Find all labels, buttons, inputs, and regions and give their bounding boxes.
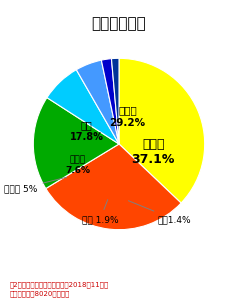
- Text: 29.2%: 29.2%: [109, 118, 146, 128]
- Text: 破折: 破折: [81, 120, 92, 130]
- Text: 公益社団法人8020推進財団: 公益社団法人8020推進財団: [10, 290, 70, 297]
- Wedge shape: [47, 70, 119, 144]
- Text: その他: その他: [70, 155, 86, 164]
- Title: 歯を失う原因: 歯を失う原因: [92, 16, 146, 32]
- Text: むし歯: むし歯: [118, 105, 137, 115]
- Wedge shape: [76, 60, 119, 144]
- Text: 歯周病: 歯周病: [142, 137, 164, 151]
- Wedge shape: [101, 59, 119, 144]
- Text: 矯正 1.9%: 矯正 1.9%: [82, 200, 119, 224]
- Text: 埋伏歯 5%: 埋伏歯 5%: [4, 177, 67, 193]
- Text: 37.1%: 37.1%: [132, 153, 175, 166]
- Wedge shape: [119, 58, 205, 203]
- Text: 17.8%: 17.8%: [69, 132, 103, 142]
- Text: 第2回永久歯の抜歯原因調査（2018年11月）: 第2回永久歯の抜歯原因調査（2018年11月）: [10, 281, 109, 288]
- Text: 7.6%: 7.6%: [65, 166, 90, 175]
- Wedge shape: [46, 144, 181, 230]
- Wedge shape: [111, 58, 119, 144]
- Wedge shape: [33, 98, 119, 188]
- Text: 不明1.4%: 不明1.4%: [129, 201, 191, 224]
